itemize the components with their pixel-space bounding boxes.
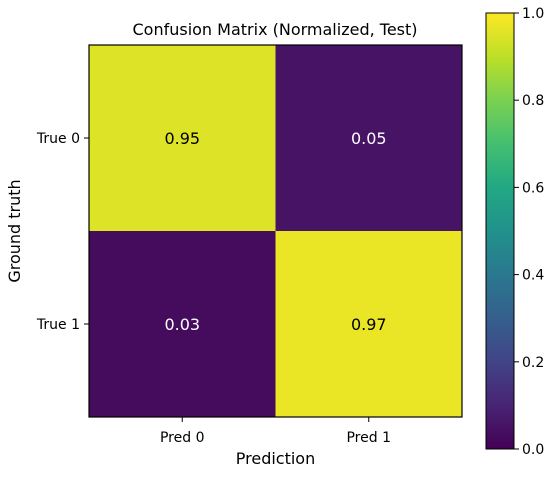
y-tick-label: True 0 bbox=[36, 131, 80, 147]
cell-value-label-r0-c0: 0.95 bbox=[164, 129, 200, 148]
heatmap-cells: 0.95 0.05 0.03 0.97 bbox=[89, 45, 462, 417]
colorbar bbox=[485, 12, 515, 450]
heatmap-cell-r0-c0 bbox=[89, 45, 276, 231]
cell-value-label-r1-c1: 0.97 bbox=[351, 315, 387, 334]
heatmap-cell-r1-c0 bbox=[89, 231, 276, 417]
cell-value-label-r0-c1: 0.05 bbox=[351, 129, 387, 148]
axis-ticks: Pred 0 Pred 1 True 0 True 1 bbox=[36, 131, 391, 446]
x-axis-label: Prediction bbox=[236, 449, 315, 468]
colorbar-tick-label: 0.8 bbox=[522, 93, 544, 109]
colorbar-tick-label: 0.2 bbox=[522, 355, 544, 371]
x-tick-label: Pred 0 bbox=[160, 430, 205, 446]
y-axis-label: Ground truth bbox=[5, 179, 24, 282]
cell-value-label-r1-c0: 0.03 bbox=[164, 315, 200, 334]
colorbar-tick-label: 1.0 bbox=[522, 6, 544, 22]
y-tick-label: True 1 bbox=[36, 317, 80, 333]
colorbar-tick-label: 0.4 bbox=[522, 268, 544, 284]
chart-title: Confusion Matrix (Normalized, Test) bbox=[132, 20, 417, 39]
heatmap-cell-r0-c1 bbox=[275, 45, 462, 231]
x-tick-label: Pred 1 bbox=[346, 430, 391, 446]
heatmap-cell-r1-c1 bbox=[275, 231, 462, 417]
colorbar-ticks: 0.0 0.2 0.4 0.6 0.8 1.0 bbox=[514, 6, 544, 458]
colorbar-tick-label: 0.6 bbox=[522, 180, 544, 196]
colorbar-tick-label: 0.0 bbox=[522, 442, 544, 458]
plot-frame bbox=[88, 44, 463, 418]
